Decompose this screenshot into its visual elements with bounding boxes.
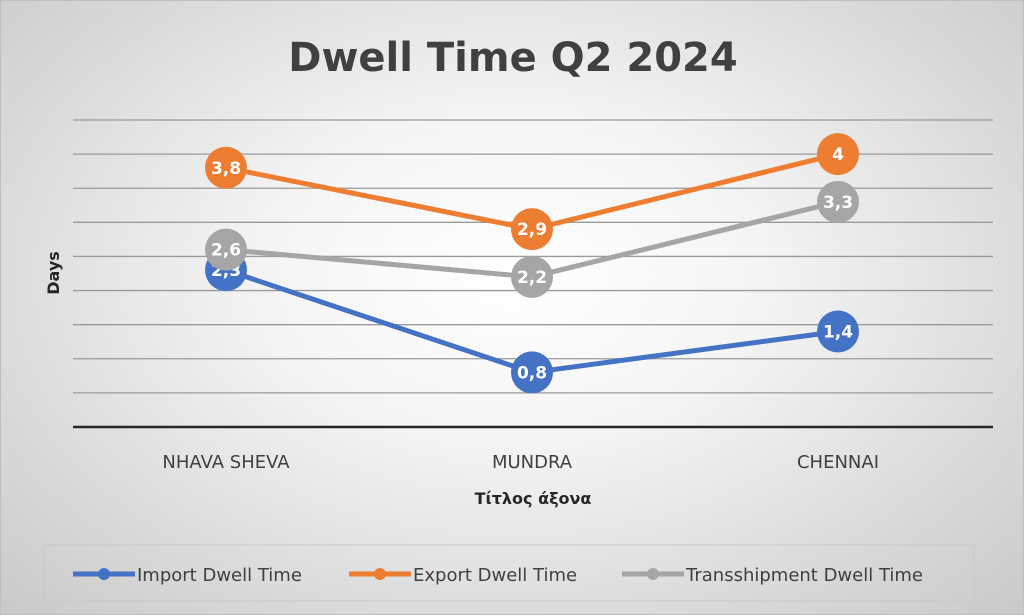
data-point bbox=[817, 310, 859, 353]
data-label: 0,8 bbox=[517, 363, 547, 383]
legend-box bbox=[43, 544, 975, 602]
series-group: 2,30,81,43,82,942,62,23,3 bbox=[205, 133, 859, 394]
data-point bbox=[817, 133, 859, 176]
x-axis-title: Τίτλος άξονα bbox=[475, 489, 592, 508]
legend-label: Import Dwell Time bbox=[137, 565, 302, 586]
data-point bbox=[205, 146, 247, 189]
data-label: 2,6 bbox=[211, 241, 241, 261]
legend-label: Transshipment Dwell Time bbox=[685, 565, 923, 586]
x-axis-tick-labels: NHAVA SHEVA MUNDRA CHENNAI bbox=[162, 452, 879, 473]
data-label: 3,8 bbox=[211, 159, 241, 179]
legend-marker bbox=[98, 568, 110, 580]
data-point bbox=[511, 255, 553, 298]
data-label: 4 bbox=[832, 145, 844, 165]
data-point bbox=[817, 180, 859, 223]
x-tick-label: CHENNAI bbox=[797, 452, 879, 473]
data-label: 3,3 bbox=[823, 193, 853, 213]
legend-label: Export Dwell Time bbox=[413, 565, 577, 586]
legend-marker bbox=[647, 568, 659, 580]
data-label: 2,9 bbox=[517, 220, 547, 240]
data-label: 1,4 bbox=[823, 322, 853, 342]
x-tick-label: NHAVA SHEVA bbox=[162, 452, 290, 473]
data-point bbox=[511, 208, 553, 251]
legend-marker bbox=[374, 568, 386, 580]
legend: Import Dwell Time Export Dwell Time Tran… bbox=[73, 565, 923, 586]
x-tick-label: MUNDRA bbox=[492, 452, 573, 473]
data-point bbox=[205, 228, 247, 271]
data-point bbox=[511, 351, 553, 394]
chart-title: Dwell Time Q2 2024 bbox=[288, 35, 737, 81]
y-axis-title: Days bbox=[44, 251, 63, 295]
data-label: 2,2 bbox=[517, 268, 547, 288]
